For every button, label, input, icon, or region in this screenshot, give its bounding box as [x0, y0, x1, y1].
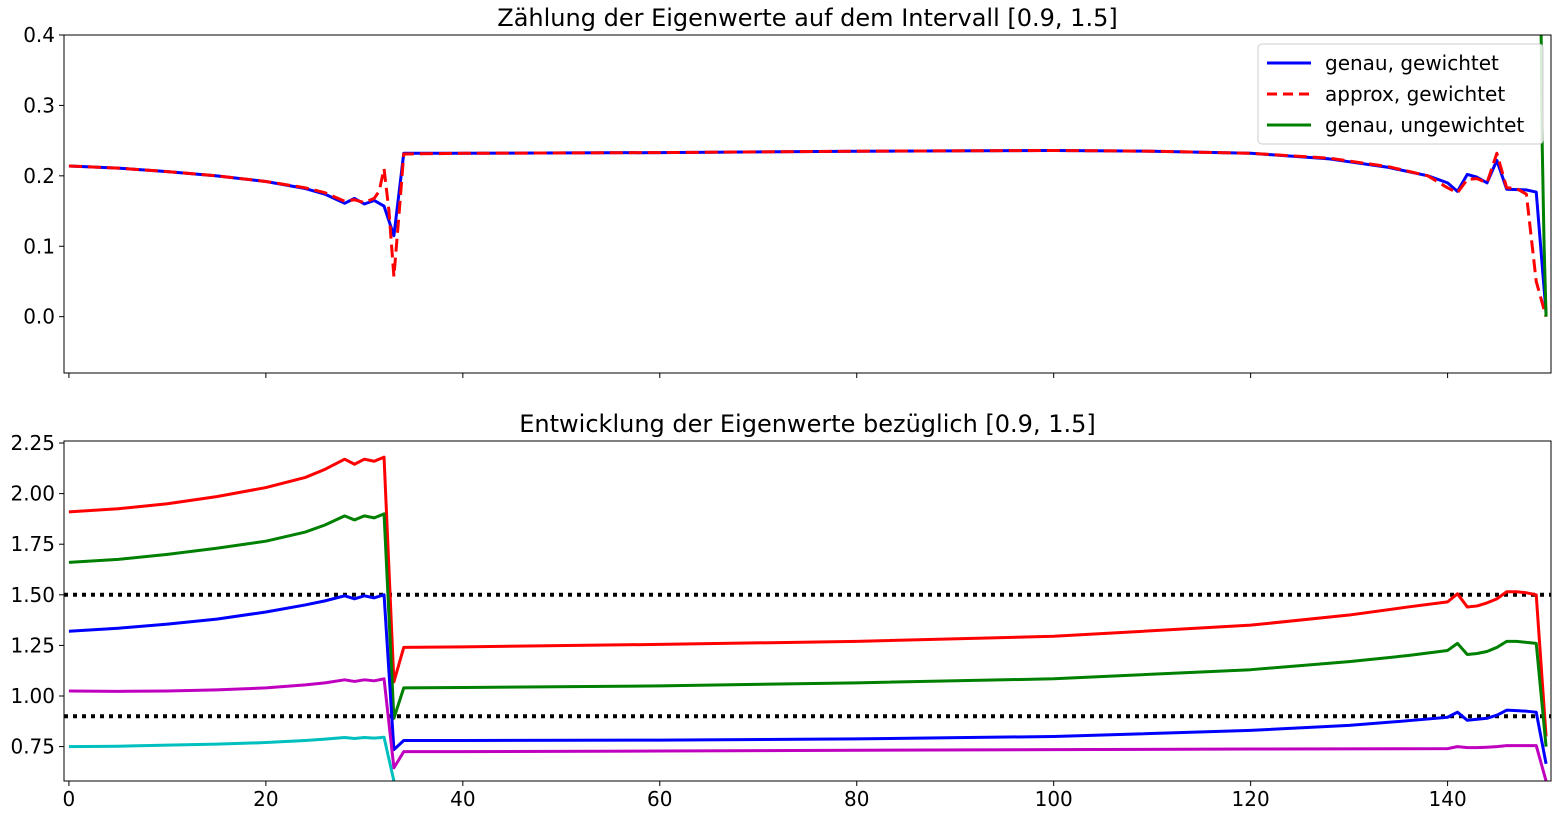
- y-tick-label: 2.25: [10, 431, 55, 455]
- y-tick-label: 1.75: [10, 532, 55, 556]
- plot-frame: [63, 34, 1552, 374]
- y-tick-label: 1.00: [10, 684, 55, 708]
- y-tick-label: 1.25: [10, 633, 55, 657]
- chart-title: Entwicklung der Eigenwerte bezüglich [0.…: [519, 410, 1095, 438]
- series-line-2: [68, 512, 1548, 747]
- chart-eigenvalue-count: 0.0 0.1 0.2 0.3 0.4 Zählung der Eigenwerte a…: [23, 4, 1552, 378]
- axis-ticks: 0.0 0.1 0.2 0.3 0.4: [23, 23, 1449, 378]
- series-layer: [64, 455, 1551, 781]
- y-tick-label: 0.0: [23, 305, 55, 329]
- series-line-2: [68, 148, 1548, 318]
- chart-title: Zählung der Eigenwerte auf dem Intervall…: [497, 4, 1117, 32]
- x-tick-label: 80: [844, 787, 869, 811]
- legend-label: approx, gewichtet: [1325, 82, 1505, 106]
- legend-label: genau, gewichtet: [1325, 51, 1499, 75]
- x-tick-label: 0: [63, 787, 76, 811]
- y-tick-label: 1.50: [10, 583, 55, 607]
- series-line-5: [68, 735, 396, 781]
- y-tick-label: 2.00: [10, 482, 55, 506]
- y-tick-label: 0.3: [23, 93, 55, 117]
- y-tick-label: 0.2: [23, 164, 55, 188]
- x-tick-label: 20: [253, 787, 278, 811]
- legend: genau, gewichtet approx, gewichtet genau, …: [1257, 43, 1544, 145]
- legend-label: genau, ungewichtet: [1325, 113, 1524, 137]
- series-line-1: [68, 148, 1548, 314]
- legend-box: [1257, 43, 1544, 145]
- axis-ticks: 0 20 40 60 80 100 120 140 0.75 1.00 1.25 1.50 1.75 2.…: [10, 431, 1466, 811]
- x-tick-label: 100: [1035, 787, 1073, 811]
- plot-frame: [63, 440, 1552, 782]
- x-tick-label: 60: [647, 787, 672, 811]
- y-tick-label: 0.75: [10, 735, 55, 759]
- series-line-3: [68, 593, 1548, 765]
- x-tick-label: 40: [450, 787, 475, 811]
- chart-eigenvalue-evolution: 0 20 40 60 80 100 120 140 0.75 1.00 1.25 1.50 1.75 2.…: [10, 410, 1552, 811]
- y-tick-label: 0.1: [23, 234, 55, 258]
- y-tick-label: 0.4: [23, 23, 55, 47]
- x-tick-label: 140: [1429, 787, 1467, 811]
- x-tick-label: 120: [1232, 787, 1270, 811]
- series-line-4: [68, 677, 1548, 781]
- series-line-1: [68, 455, 1548, 737]
